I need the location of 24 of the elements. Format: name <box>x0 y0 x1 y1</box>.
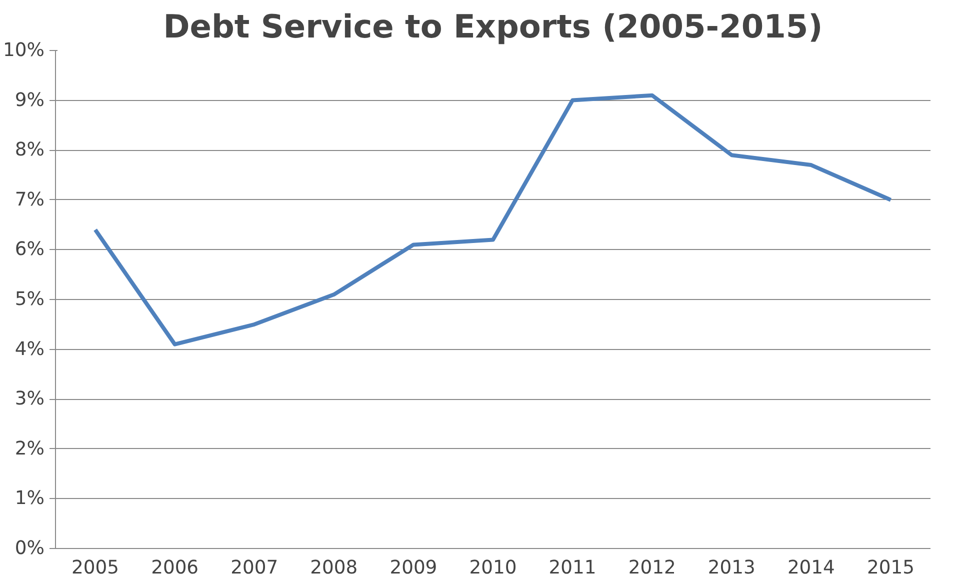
y-tick-label: 9% <box>14 90 45 111</box>
x-tick-label: 2015 <box>866 558 914 578</box>
x-tick-label: 2010 <box>469 558 517 578</box>
line-series <box>93 93 893 346</box>
x-tick-label: 2006 <box>151 558 199 578</box>
y-tick-label: 2% <box>14 438 45 460</box>
y-tick-label: 5% <box>14 289 45 310</box>
y-tick-label: 7% <box>14 189 45 210</box>
y-tick-label: 6% <box>14 239 45 260</box>
y-tick-label: 4% <box>14 338 45 360</box>
x-tick-label: 2014 <box>787 558 835 578</box>
y-tick-label: 8% <box>14 140 45 161</box>
y-tick-label: 0% <box>14 538 45 559</box>
x-tick-label: 2013 <box>708 558 756 578</box>
y-tick-label: 10% <box>3 40 44 61</box>
y-tick-label: 1% <box>14 488 45 510</box>
x-tick-label: 2009 <box>390 558 438 578</box>
y-tick-label: 3% <box>14 388 45 410</box>
x-tick-label: 2008 <box>310 558 358 578</box>
x-tick-label: 2011 <box>548 558 596 578</box>
x-tick-label: 2005 <box>72 558 120 578</box>
chart-title: Debt Service to Exports (2005-2015) <box>163 8 823 46</box>
x-tick-label: 2012 <box>628 558 676 578</box>
x-tick-label: 2007 <box>230 558 278 578</box>
